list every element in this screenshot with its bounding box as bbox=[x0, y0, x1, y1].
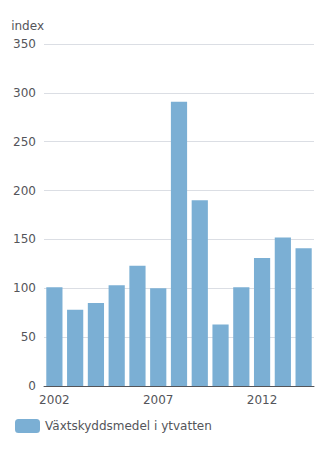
svg-text:2002: 2002 bbox=[39, 393, 70, 407]
svg-text:2012: 2012 bbox=[247, 393, 278, 407]
svg-text:50: 50 bbox=[21, 330, 36, 344]
svg-text:2007: 2007 bbox=[143, 393, 174, 407]
svg-text:100: 100 bbox=[13, 281, 36, 295]
svg-text:250: 250 bbox=[13, 135, 36, 149]
svg-text:350: 350 bbox=[13, 37, 36, 51]
svg-text:Växtskyddsmedel i ytvatten: Växtskyddsmedel i ytvatten bbox=[45, 419, 212, 433]
svg-text:0: 0 bbox=[28, 379, 36, 393]
svg-text:150: 150 bbox=[13, 232, 36, 246]
svg-text:200: 200 bbox=[13, 184, 36, 198]
svg-text:300: 300 bbox=[13, 86, 36, 100]
svg-text:index: index bbox=[11, 19, 44, 33]
